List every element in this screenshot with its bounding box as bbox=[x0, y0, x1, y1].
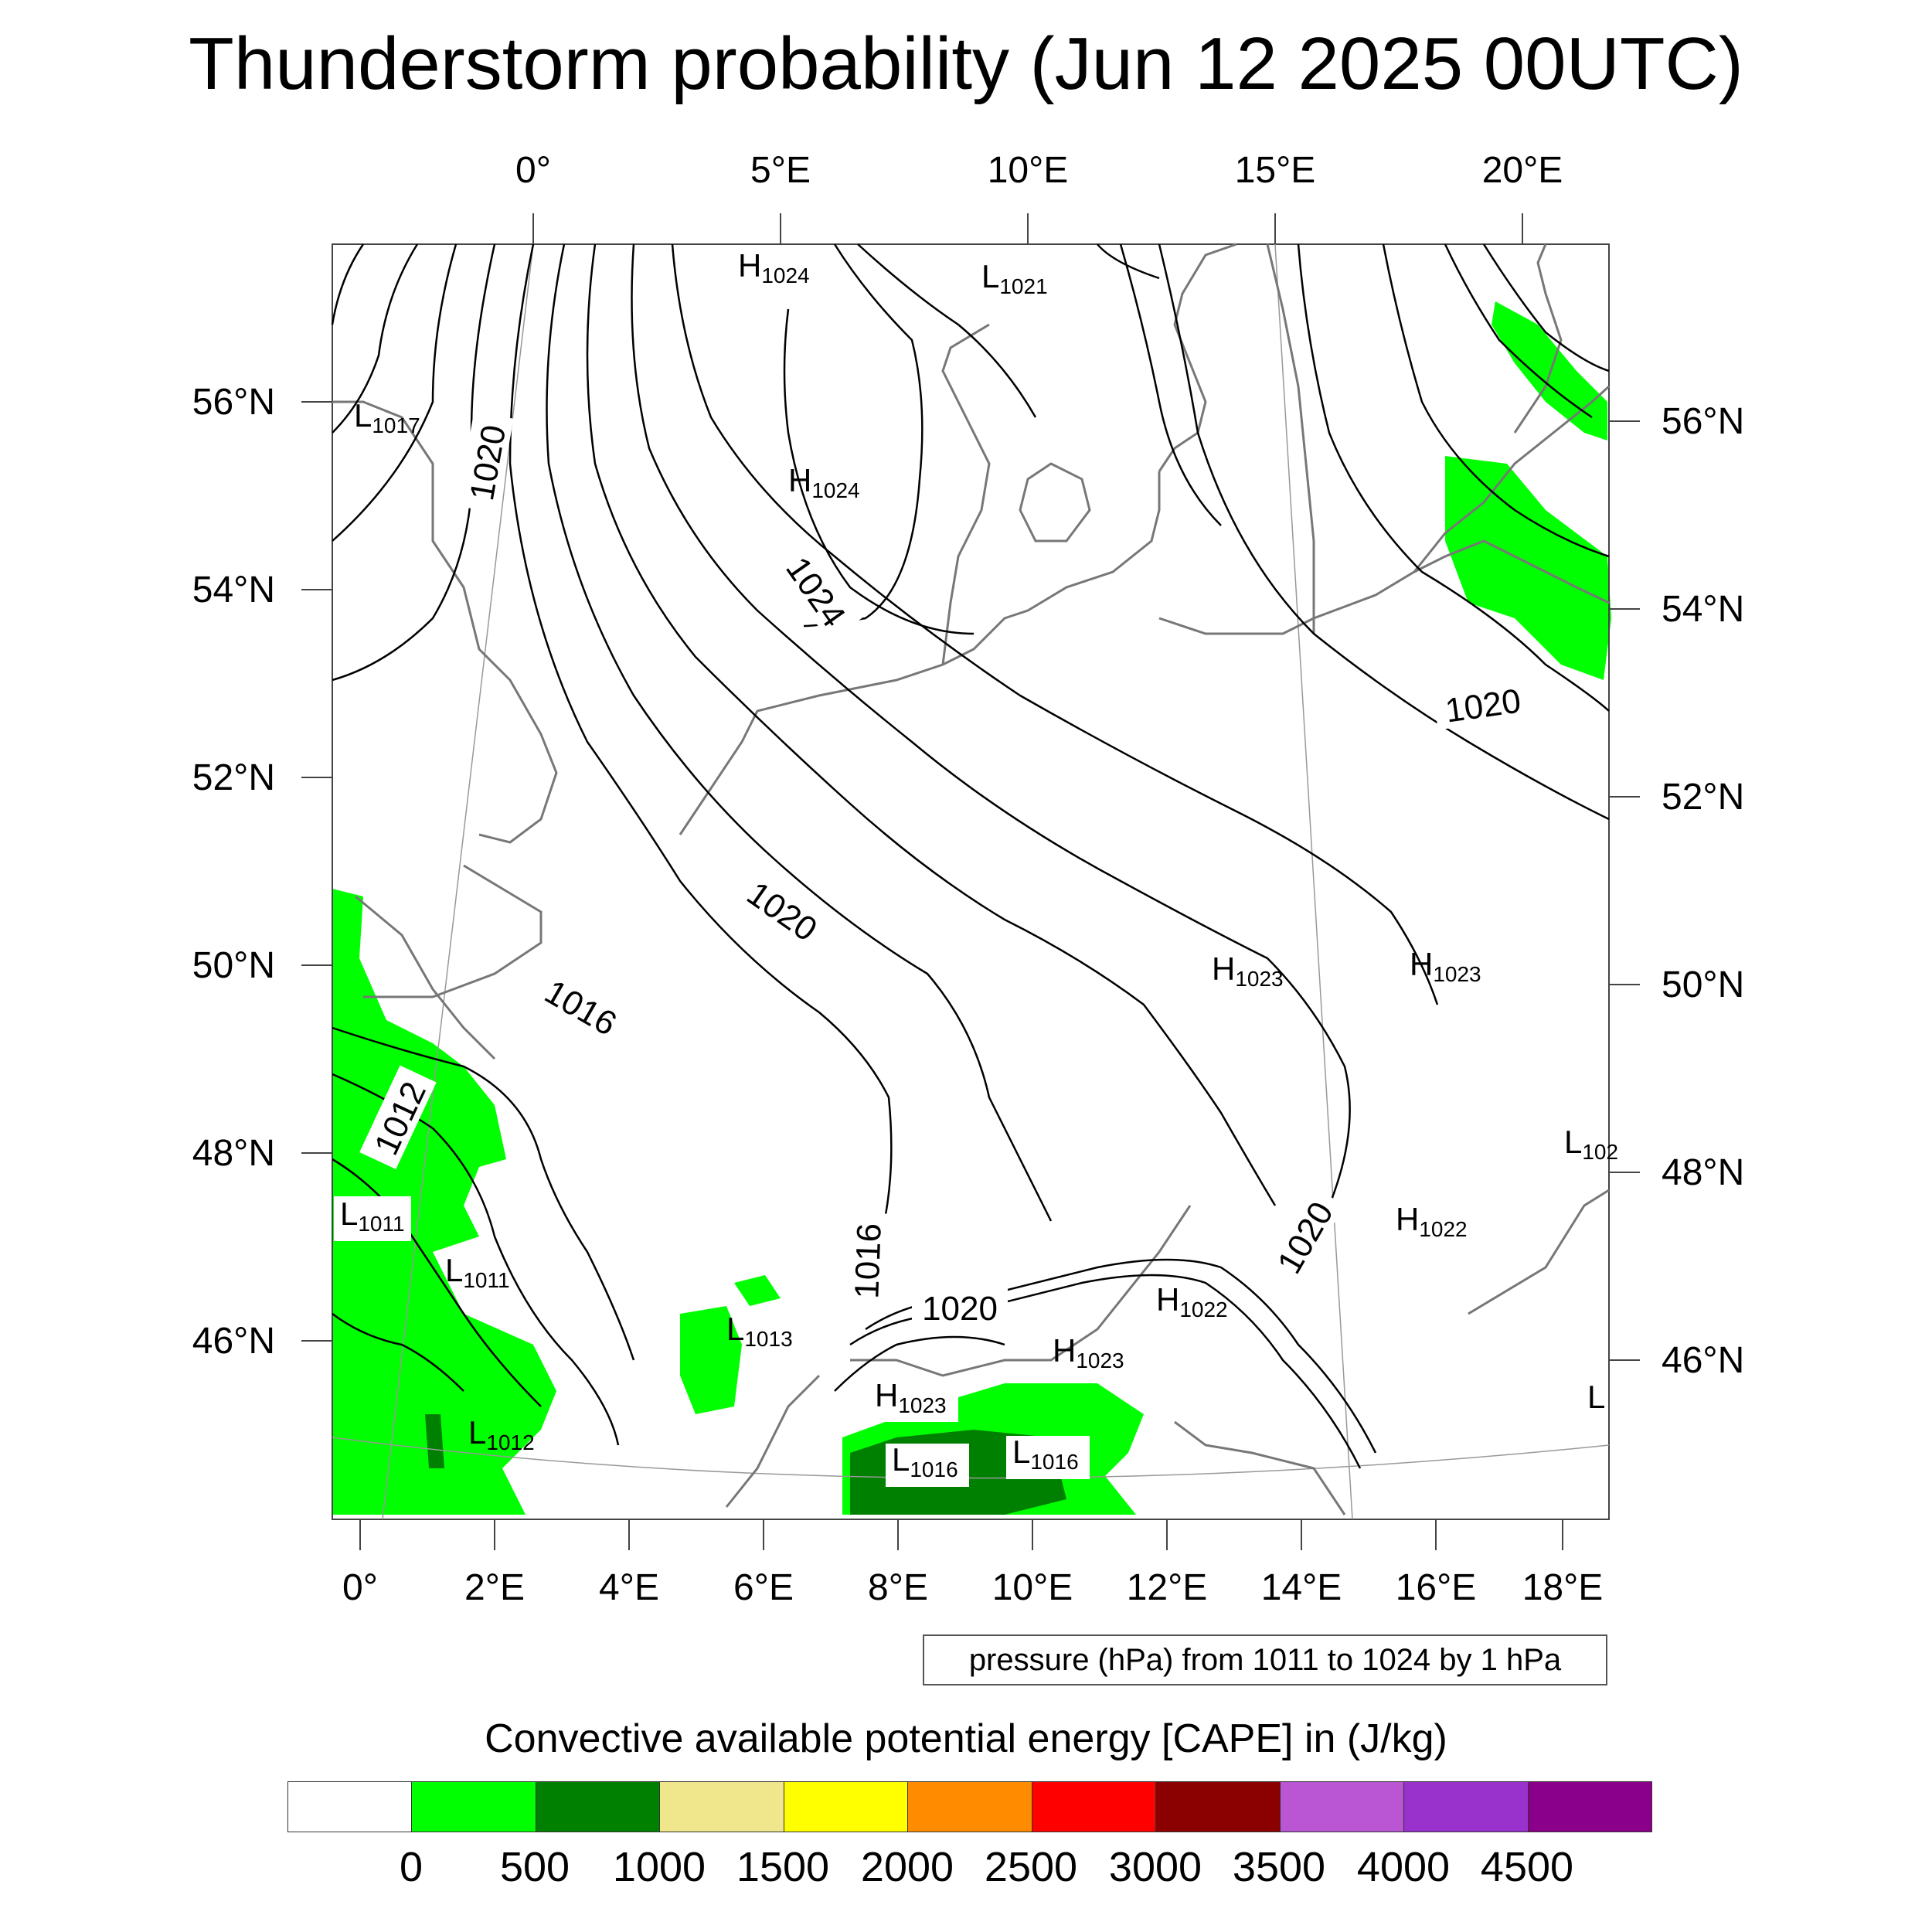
pressure-center: H1024 bbox=[788, 462, 860, 502]
pressure-centers: H1024 L1021 L1017 H1024 H1023 H1023 L102… bbox=[334, 247, 1618, 1487]
colorbar-segment bbox=[1032, 1782, 1157, 1832]
bottom-lon-label: 18°E bbox=[1522, 1567, 1604, 1608]
bottom-lon-label: 4°E bbox=[599, 1567, 659, 1608]
colorbar-segment bbox=[412, 1782, 536, 1832]
graticule bbox=[332, 243, 1610, 1520]
pressure-center: L1011 bbox=[340, 1196, 405, 1236]
colorbar-label: 2500 bbox=[984, 1844, 1078, 1890]
colorbar bbox=[287, 1781, 1652, 1832]
bottom-lon-label: 10°E bbox=[992, 1567, 1073, 1608]
colorbar-segment bbox=[660, 1782, 784, 1832]
colorbar-label: 1500 bbox=[736, 1844, 830, 1890]
cape-fill-layer bbox=[332, 301, 1611, 1515]
left-lat-label: 52°N bbox=[192, 757, 275, 798]
colorbar-label: 500 bbox=[499, 1844, 570, 1890]
isobar-labels: 1020 1024 1020 1020 1016 1012 1016 1020 bbox=[359, 411, 1533, 1328]
cape-area-northeast bbox=[1492, 301, 1607, 440]
cape-area-central bbox=[680, 1306, 742, 1414]
right-lat-label: 50°N bbox=[1662, 964, 1744, 1005]
cape-area-small bbox=[734, 1275, 781, 1306]
top-lon-label: 15°E bbox=[1235, 150, 1316, 191]
bottom-lon-label: 0° bbox=[342, 1567, 378, 1608]
pressure-center: H1023 bbox=[1212, 951, 1284, 991]
chart-title: Thunderstorm probability (Jun 12 2025 00… bbox=[189, 22, 1743, 105]
pressure-center: L1021 bbox=[981, 258, 1048, 298]
colorbar-labels: 0 500 1000 1500 2000 2500 3000 3500 4000… bbox=[0, 1843, 1932, 1897]
pressure-center: H1024 bbox=[738, 247, 810, 287]
colorbar-label: 2000 bbox=[860, 1844, 954, 1890]
left-lat-label: 48°N bbox=[192, 1133, 275, 1174]
colorbar-label: 4000 bbox=[1356, 1844, 1451, 1890]
pressure-center: H1023 bbox=[1053, 1332, 1124, 1372]
top-lon-label: 5°E bbox=[750, 150, 811, 191]
pressure-center: L1011 bbox=[445, 1252, 510, 1292]
bottom-lon-label: 14°E bbox=[1261, 1567, 1342, 1608]
left-latitude-labels: 56°N 54°N 52°N 50°N 48°N 46°N bbox=[192, 382, 275, 1362]
isobar-label: 1016 bbox=[848, 1223, 888, 1300]
colorbar-segment bbox=[1404, 1782, 1529, 1832]
colorbar-label: 1000 bbox=[612, 1844, 706, 1890]
right-latitude-labels: 56°N 54°N 52°N 50°N 48°N 46°N bbox=[1662, 401, 1744, 1381]
top-longitude-labels: 0° 5°E 10°E 15°E 20°E bbox=[515, 150, 1563, 191]
coastlines bbox=[332, 243, 1611, 1515]
bottom-lon-label: 8°E bbox=[868, 1567, 928, 1608]
colorbar-segment bbox=[784, 1782, 909, 1832]
pressure-center: L1017 bbox=[354, 397, 420, 437]
axis-ticks bbox=[301, 213, 1640, 1550]
pressure-center: H1023 bbox=[1410, 946, 1481, 986]
colorbar-segment bbox=[288, 1782, 413, 1832]
left-lat-label: 56°N bbox=[192, 382, 275, 423]
top-lon-label: 10°E bbox=[988, 150, 1069, 191]
pressure-center: L102 bbox=[1564, 1124, 1618, 1164]
pressure-center: L1016 bbox=[892, 1441, 958, 1481]
bottom-lon-label: 12°E bbox=[1127, 1567, 1208, 1608]
top-lon-label: 20°E bbox=[1482, 150, 1563, 191]
isobar-label: 1020 bbox=[922, 1290, 998, 1328]
isobars bbox=[331, 243, 1610, 1469]
pressure-center: H1022 bbox=[1156, 1281, 1228, 1321]
bottom-longitude-labels: 0° 2°E 4°E 6°E 8°E 10°E 12°E 14°E 16°E 1… bbox=[342, 1567, 1603, 1608]
bottom-lon-label: 6°E bbox=[733, 1567, 794, 1608]
colorbar-label: 3500 bbox=[1232, 1844, 1326, 1890]
bottom-lon-label: 16°E bbox=[1396, 1567, 1477, 1608]
pressure-center: L1016 bbox=[1012, 1434, 1079, 1474]
bottom-lon-label: 2°E bbox=[464, 1567, 525, 1608]
cape-area-dark-small bbox=[425, 1414, 444, 1468]
contour-info-box: pressure (hPa) from 1011 to 1024 by 1 hP… bbox=[923, 1634, 1607, 1685]
pressure-center: H1023 bbox=[875, 1377, 947, 1417]
pressure-center: H1022 bbox=[1396, 1201, 1468, 1241]
right-lat-label: 48°N bbox=[1662, 1152, 1744, 1193]
right-lat-label: 54°N bbox=[1662, 589, 1744, 630]
map-frame bbox=[332, 243, 1610, 1520]
left-lat-label: 46°N bbox=[192, 1321, 275, 1362]
pressure-center: L1012 bbox=[468, 1414, 535, 1454]
right-lat-label: 52°N bbox=[1662, 777, 1744, 818]
colorbar-label: 4500 bbox=[1480, 1844, 1574, 1890]
colorbar-segment bbox=[1280, 1782, 1405, 1832]
colorbar-label: 0 bbox=[399, 1844, 423, 1890]
colorbar-segment bbox=[1156, 1782, 1281, 1832]
left-lat-label: 50°N bbox=[192, 945, 275, 986]
pressure-center: L bbox=[1587, 1379, 1605, 1415]
cape-area-east bbox=[1445, 456, 1611, 680]
colorbar-segment bbox=[1528, 1782, 1651, 1832]
pressure-center: L1013 bbox=[726, 1311, 793, 1351]
right-lat-label: 56°N bbox=[1662, 401, 1744, 442]
colorbar-segment bbox=[536, 1782, 661, 1832]
colorbar-segment bbox=[908, 1782, 1032, 1832]
colorbar-label: 3000 bbox=[1108, 1844, 1202, 1890]
right-lat-label: 46°N bbox=[1662, 1340, 1744, 1381]
colorbar-title: Convective available potential energy [C… bbox=[485, 1716, 1447, 1761]
top-lon-label: 0° bbox=[515, 150, 551, 191]
left-lat-label: 54°N bbox=[192, 570, 275, 611]
